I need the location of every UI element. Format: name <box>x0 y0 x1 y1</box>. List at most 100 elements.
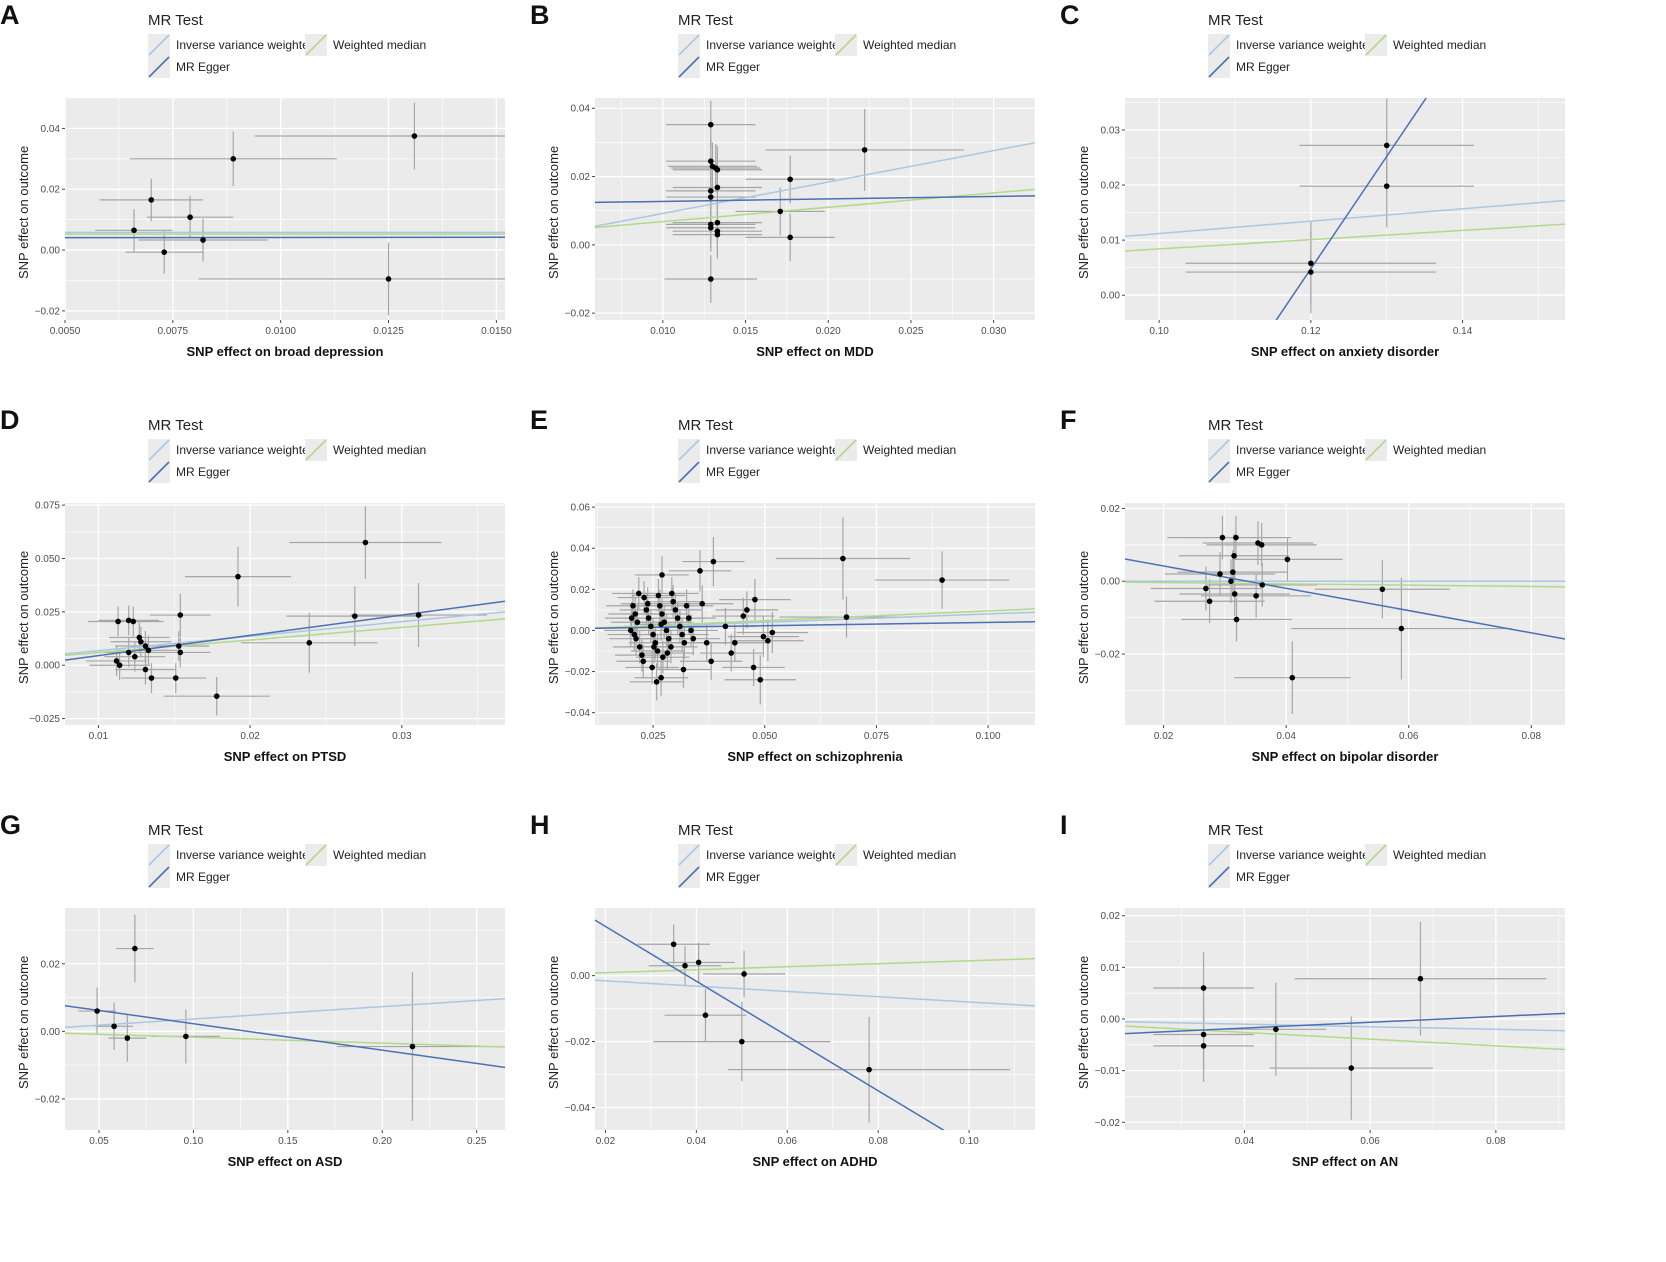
data-point <box>177 649 184 656</box>
regression-line-egger <box>65 1004 505 1069</box>
legend-ivw-key-swatch <box>148 439 170 461</box>
y-tick-label: 0.02 <box>41 185 61 196</box>
data-point <box>142 666 149 673</box>
legend-egger-label: MR Egger <box>1236 870 1291 884</box>
legend-egger-key-line <box>678 56 700 78</box>
x-tick-label: 0.10 <box>184 1136 204 1147</box>
plot-area: 0.04 0.06 0.08 −0.02 −0.01 0.00 0.01 0.02 <box>1095 908 1565 1147</box>
panel-letter: A <box>0 0 20 30</box>
legend-ivw-key-line <box>678 34 700 56</box>
plot-area: 0.05 0.10 0.15 0.20 0.25 −0.02 0.00 0.02 <box>35 908 505 1147</box>
legend-egger-key <box>1208 866 1230 888</box>
plot-background <box>65 908 505 1130</box>
y-axis-label: SNP effect on outcome <box>546 955 561 1089</box>
legend-egger-label: MR Egger <box>176 465 231 479</box>
plot-marks <box>65 914 505 1121</box>
data-point <box>641 594 647 601</box>
data-point <box>1348 1065 1355 1071</box>
data-point <box>125 617 132 624</box>
data-point <box>632 611 639 617</box>
legend-ivw-label: Inverse variance weighted <box>706 38 846 52</box>
plot-marks <box>1125 98 1565 320</box>
data-point <box>682 962 688 969</box>
y-tick-label: 0.00 <box>1101 1015 1121 1026</box>
x-tick-label: 0.06 <box>1360 1136 1380 1147</box>
data-point <box>628 615 635 621</box>
x-tick-label: 0.020 <box>816 326 841 337</box>
legend-egger-label: MR Egger <box>1236 60 1291 74</box>
legend-egger-key <box>678 461 700 483</box>
legend-title: MR Test <box>1208 822 1263 839</box>
legend-ivw-key-line <box>148 34 170 56</box>
legend-ivw-label: Inverse variance weighted <box>176 443 316 457</box>
plot-background <box>65 503 505 725</box>
x-tick-label: 0.0150 <box>481 326 512 337</box>
legend-ivw-label: Inverse variance weighted <box>1236 38 1376 52</box>
data-point <box>744 607 750 613</box>
data-point <box>739 1038 745 1045</box>
legend-median-key <box>1365 439 1387 461</box>
y-axis-label: SNP effect on outcome <box>16 145 31 279</box>
data-point <box>714 184 721 191</box>
data-point <box>644 600 651 607</box>
data-point <box>714 219 721 226</box>
regression-line-median <box>595 608 1035 629</box>
x-tick-label: 0.08 <box>1486 1136 1506 1147</box>
data-point <box>680 666 687 673</box>
legend-median-key-line <box>305 844 327 866</box>
legend-egger-label: MR Egger <box>176 870 231 884</box>
legend-ivw-key-swatch <box>1208 844 1230 866</box>
legend-title: MR Test <box>148 417 203 434</box>
x-tick-label: 0.0075 <box>158 326 189 337</box>
data-point <box>707 276 714 282</box>
legend-egger-key <box>678 56 700 78</box>
y-axis-label: SNP effect on outcome <box>1076 145 1091 279</box>
plot-area: 0.02 0.04 0.06 0.08 0.10 −0.04 −0.02 0.00 <box>565 908 1035 1147</box>
legend-median-key-line <box>835 34 857 56</box>
legend-egger-key-line <box>1208 866 1230 888</box>
data-point <box>668 644 674 650</box>
y-tick-label: 0.02 <box>41 959 61 970</box>
legend-ivw-key <box>678 34 700 56</box>
x-tick-label: 0.100 <box>976 731 1001 742</box>
y-axis-label: SNP effect on outcome <box>1076 955 1091 1089</box>
data-point <box>161 249 168 255</box>
regression-line-median <box>595 957 1035 974</box>
data-point <box>1219 534 1226 541</box>
x-tick-label: 0.075 <box>864 731 889 742</box>
plot-area: 0.01 0.02 0.03 −0.025 0.000 0.025 0.050 0.075 <box>29 501 505 742</box>
panel-letter: C <box>1060 0 1080 30</box>
legend-ivw-key-swatch <box>148 34 170 56</box>
legend-egger-label: MR Egger <box>1236 465 1291 479</box>
x-axis-label: SNP effect on AN <box>1291 1154 1399 1169</box>
data-point <box>665 635 672 642</box>
legend-median-key <box>1365 34 1387 56</box>
y-tick-label: −0.02 <box>35 1094 61 1105</box>
panel-letter: B <box>530 0 550 30</box>
legend-ivw-key-swatch <box>678 34 700 56</box>
panel-letter: F <box>1060 405 1077 435</box>
y-tick-label: 0.01 <box>1101 963 1121 974</box>
data-point <box>130 618 137 625</box>
plot-area: 0.010 0.015 0.020 0.025 0.030 −0.02 0.00 0.02 0.… <box>565 98 1036 337</box>
legend-egger-key-swatch <box>1208 56 1230 78</box>
panel-e: E MR Test Inverse variance weighted Weighte… <box>530 405 1085 825</box>
data-point <box>1206 598 1213 605</box>
y-tick-label: 0.00 <box>1101 291 1121 302</box>
legend-title: MR Test <box>1208 417 1263 434</box>
data-point <box>175 643 182 649</box>
data-point <box>1417 975 1424 982</box>
legend-median-label: Weighted median <box>333 848 427 862</box>
plot-marks <box>65 506 505 716</box>
x-tick-label: 0.20 <box>373 1136 393 1147</box>
data-point <box>145 647 152 654</box>
x-tick-label: 0.025 <box>898 326 923 337</box>
legend-ivw-key-line <box>148 844 170 866</box>
data-point <box>1200 985 1207 991</box>
legend-median-label: Weighted median <box>333 38 427 52</box>
regression-line-ivw <box>65 611 505 655</box>
x-tick-label: 0.02 <box>240 731 260 742</box>
data-point <box>651 644 657 650</box>
data-point <box>136 634 143 641</box>
x-tick-label: 0.10 <box>1149 326 1169 337</box>
